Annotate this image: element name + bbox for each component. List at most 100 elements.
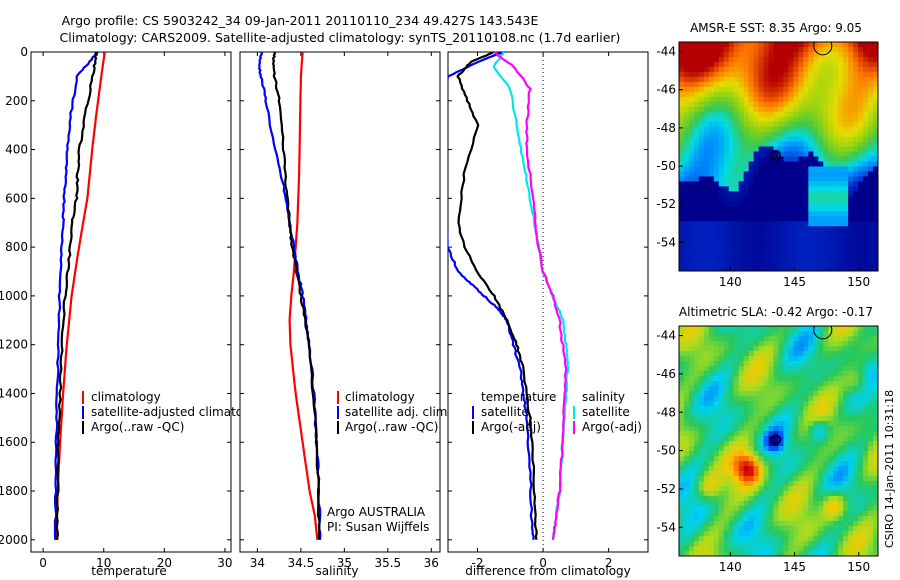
heatmap-cell	[748, 456, 755, 462]
heatmap-cell	[748, 51, 755, 58]
heatmap-cell	[838, 171, 844, 178]
heatmap-cell	[748, 151, 755, 158]
heatmap-cell	[693, 96, 700, 103]
heatmap-cell	[788, 446, 795, 452]
heatmap-cell	[803, 86, 809, 93]
heatmap-cell	[823, 126, 829, 133]
heatmap-cell	[703, 66, 710, 73]
heatmap-cell	[848, 171, 854, 178]
heatmap-cell	[728, 546, 735, 552]
heatmap-cell	[738, 186, 745, 192]
heatmap-cell	[753, 441, 760, 447]
heatmap-cell	[733, 66, 740, 73]
heatmap-cell	[788, 136, 795, 143]
heatmap-cell	[833, 66, 839, 73]
heatmap-cell	[873, 111, 878, 118]
heatmap-cell	[778, 331, 785, 337]
heatmap-cell	[723, 91, 730, 98]
heatmap-cell	[813, 366, 819, 372]
heatmap-cell	[813, 451, 819, 457]
heatmap-cell	[753, 356, 760, 362]
heatmap-cell	[728, 71, 735, 78]
y-tick-label: 1400	[0, 386, 28, 400]
heatmap-cell	[773, 351, 780, 357]
heatmap-cell	[793, 526, 799, 532]
heatmap-cell	[733, 461, 740, 467]
heatmap-cell	[679, 66, 685, 73]
heatmap-cell	[868, 56, 874, 63]
heatmap-cell	[723, 161, 730, 168]
heatmap-cell	[838, 356, 844, 362]
heatmap-cell	[808, 526, 814, 532]
heatmap-cell	[808, 351, 814, 357]
heatmap-cell	[803, 261, 809, 267]
heatmap-cell	[718, 486, 725, 492]
heatmap-cell	[683, 331, 690, 337]
heatmap-cell	[748, 236, 755, 242]
heatmap-cell	[868, 471, 874, 477]
heatmap-cell	[763, 521, 770, 527]
heatmap-cell	[853, 216, 859, 222]
heatmap-cell	[863, 526, 869, 532]
heatmap-cell	[738, 216, 745, 222]
heatmap-cell	[858, 431, 864, 437]
heatmap-cell	[803, 236, 809, 242]
heatmap-cell	[863, 151, 869, 158]
heatmap-cell	[783, 201, 790, 207]
heatmap-cell	[828, 326, 834, 332]
heatmap-cell	[693, 361, 700, 367]
heatmap-cell	[733, 541, 740, 547]
heatmap-cell	[813, 331, 819, 337]
heatmap-cell	[803, 381, 809, 387]
heatmap-cell	[723, 131, 730, 138]
heatmap-cell	[683, 466, 690, 472]
heatmap-cell	[808, 141, 814, 148]
heatmap-cell	[823, 191, 829, 197]
heatmap-cell	[713, 401, 720, 407]
heatmap-cell	[773, 386, 780, 392]
heatmap-cell	[713, 251, 720, 257]
heatmap-cell	[783, 546, 790, 552]
heatmap-cell	[858, 141, 864, 148]
heatmap-cell	[688, 206, 695, 212]
heatmap-cell	[679, 521, 685, 527]
heatmap-cell	[768, 421, 775, 427]
heatmap-cell	[788, 406, 795, 412]
heatmap-cell	[783, 486, 790, 492]
heatmap-cell	[838, 176, 844, 182]
heatmap-cell	[738, 231, 745, 237]
heatmap-cell	[698, 506, 705, 512]
heatmap-cell	[679, 166, 685, 173]
heatmap-cell	[733, 446, 740, 452]
heatmap-cell	[823, 541, 829, 547]
heatmap-cell	[753, 71, 760, 78]
heatmap-cell	[778, 76, 785, 83]
heatmap-cell	[773, 46, 780, 53]
heatmap-cell	[733, 511, 740, 517]
heatmap-cell	[773, 326, 780, 332]
heatmap-cell	[703, 361, 710, 367]
heatmap-cell	[679, 461, 685, 467]
heatmap-cell	[873, 236, 878, 242]
heatmap-cell	[828, 76, 834, 83]
heatmap-cell	[853, 351, 859, 357]
heatmap-cell	[798, 386, 804, 392]
heatmap-cell	[703, 111, 710, 118]
heatmap-cell	[808, 346, 814, 352]
heatmap-cell	[718, 126, 725, 133]
heatmap-cell	[738, 456, 745, 462]
heatmap-cell	[858, 266, 864, 271]
heatmap-cell	[868, 371, 874, 377]
heatmap-cell	[788, 156, 795, 163]
heatmap-cell	[728, 356, 735, 362]
heatmap-cell	[823, 506, 829, 512]
heatmap-cell	[838, 346, 844, 352]
heatmap-cell	[679, 111, 685, 118]
heatmap-cell	[698, 376, 705, 382]
heatmap-cell	[853, 501, 859, 507]
heatmap-cell	[763, 201, 770, 207]
heatmap-cell	[708, 141, 715, 148]
heatmap-cell	[688, 161, 695, 168]
heatmap-cell	[808, 446, 814, 452]
heatmap-cell	[798, 536, 804, 542]
